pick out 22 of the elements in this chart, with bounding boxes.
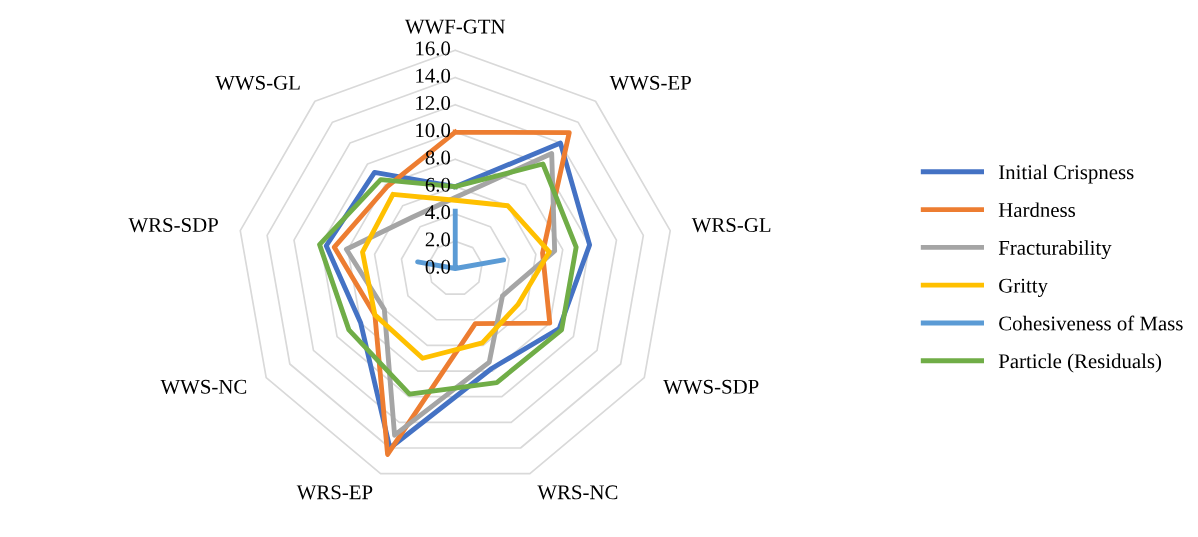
y-tick-label: 2.0: [425, 232, 451, 247]
y-tick-label: 16.0: [416, 41, 451, 56]
legend-label: Cohesiveness of Mass: [999, 315, 1183, 331]
y-tick-label: 10.0: [416, 123, 451, 138]
legend-label: Gritty: [999, 278, 1048, 297]
legend-label: Fracturability: [998, 240, 1112, 260]
legend-label: Particle (Residuals): [998, 353, 1162, 373]
y-tick-label: 4.0: [425, 205, 451, 220]
spoke-label: WRS-GL: [691, 218, 771, 233]
spoke-label: WWS-SDP: [663, 379, 759, 394]
spoke-label: WRS-SDP: [128, 218, 218, 233]
spoke-label: WWF-GTN: [404, 19, 506, 34]
y-tick-label: 8.0: [425, 150, 451, 165]
spoke-label: WWS-EP: [609, 75, 691, 90]
y-tick-label: 12.0: [416, 95, 451, 111]
spoke-label: WRS-EP: [296, 485, 373, 500]
spoke-label: WRS-NC: [537, 485, 618, 500]
legend-label: Initial Crispness: [998, 164, 1134, 184]
y-tick-label: 14.0: [416, 68, 451, 83]
legend-label: Hardness: [998, 202, 1076, 218]
spoke-label: WWS-GL: [215, 75, 300, 90]
spoke-label: WWS-NC: [160, 379, 247, 394]
